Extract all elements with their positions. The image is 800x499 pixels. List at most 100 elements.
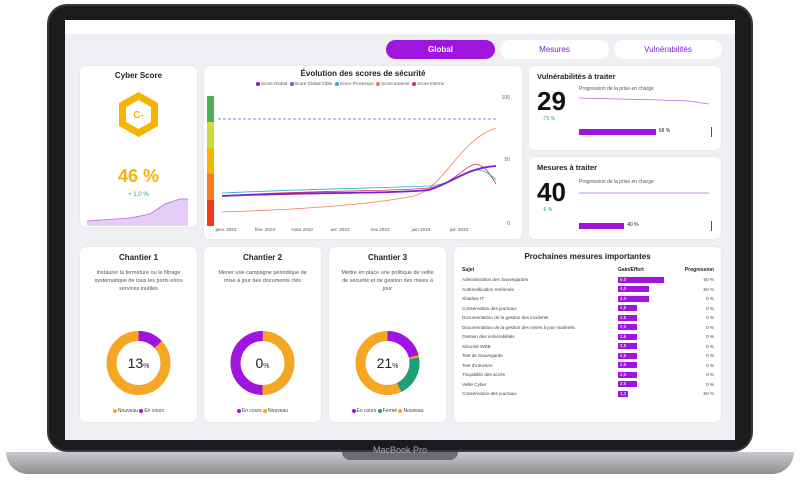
prochaines-mesures-title: Prochaines mesures importantes bbox=[524, 252, 651, 261]
chantier-3-legend: En cours Fermé Nouveau bbox=[329, 408, 446, 414]
chantier-1-legend: Nouveau En cours bbox=[80, 408, 197, 414]
row-subject: Traçabilité des accès bbox=[462, 372, 505, 378]
chantier-2-donut: 0% bbox=[230, 331, 295, 395]
gain-bar: 6,0 bbox=[618, 276, 664, 283]
row-gain: 2,5 bbox=[618, 380, 672, 390]
series-score-processus bbox=[221, 169, 497, 194]
x-tick: juil. 2023 bbox=[449, 227, 469, 232]
gain-bar: 2,5 bbox=[618, 362, 638, 369]
table-row[interactable]: Test d'intrusion 2,5 0 % bbox=[462, 361, 714, 371]
table-row[interactable]: Conservation des journaux 2,5 0 % bbox=[462, 304, 714, 314]
gain-bar: 2,5 bbox=[618, 343, 638, 350]
row-gain: 2,5 bbox=[618, 370, 672, 380]
table-row[interactable]: Authentification renforcée 4,0 50 % bbox=[462, 285, 714, 295]
evolution-card: Évolution des scores de sécurité Score G… bbox=[204, 66, 522, 239]
row-gain: 2,5 bbox=[618, 351, 672, 361]
chantier-2-percent: 0% bbox=[255, 355, 269, 371]
row-gain: 2,5 bbox=[618, 323, 672, 333]
vulnerabilities-title: Vulnérabilités à traiter bbox=[537, 72, 616, 81]
vulnerabilities-sparkline bbox=[579, 97, 710, 105]
row-progression: 50 % bbox=[703, 286, 714, 292]
mesures-progress-bar: 40 % bbox=[579, 221, 712, 231]
tab-vulnerabilites[interactable]: Vulnérabilités bbox=[614, 40, 722, 59]
row-progression: 0 % bbox=[706, 362, 714, 368]
legend-item: Score Processus bbox=[334, 81, 374, 86]
row-progression: 0 % bbox=[706, 296, 714, 302]
prochaines-mesures-table: Sujet Gain/Effort Progression Administra… bbox=[462, 265, 714, 399]
evolution-chart: 100 50 0 janv. 2023 févr. 2023 mars 2023… bbox=[207, 95, 511, 232]
row-gain: 2,5 bbox=[618, 313, 672, 323]
gain-bar: 2,5 bbox=[618, 324, 638, 331]
header-gain[interactable]: Gain/Effort bbox=[618, 267, 644, 273]
table-row[interactable]: Veille Cyber 2,5 0 % bbox=[462, 380, 714, 390]
prochaines-mesures-card: Prochaines mesures importantes Sujet Gai… bbox=[454, 247, 721, 422]
y-tick: 100 bbox=[502, 95, 511, 101]
scale-band-green bbox=[207, 96, 214, 122]
mesures-title: Mesures à traiter bbox=[537, 163, 598, 172]
mesures-progress-text: 40 % bbox=[627, 222, 639, 228]
row-subject: Conservation des journaux bbox=[462, 305, 517, 311]
row-progression: 0 % bbox=[706, 305, 714, 311]
table-row[interactable]: Traçabilité des accès 2,5 0 % bbox=[462, 370, 714, 380]
row-gain: 2,5 bbox=[618, 361, 672, 371]
row-gain: 4,0 bbox=[618, 294, 672, 304]
row-progression: 0 % bbox=[706, 343, 714, 349]
cyber-score-title: Cyber Score bbox=[114, 71, 163, 80]
vulnerabilities-progress-bar: 68 % bbox=[579, 127, 712, 137]
gain-bar: 2,5 bbox=[618, 305, 638, 312]
table-row[interactable]: Conservation des journaux 1,3 50 % bbox=[462, 389, 714, 399]
scale-band-orange bbox=[207, 174, 214, 200]
chantier-3-card: Chantier 3 Mettre en place une politique… bbox=[329, 247, 446, 422]
vulnerabilities-progress-text: 68 % bbox=[658, 128, 671, 134]
row-progression: 0 % bbox=[706, 353, 714, 359]
row-gain: 2,5 bbox=[618, 304, 672, 314]
vulnerabilities-delta: -75 % bbox=[542, 116, 556, 122]
vulnerabilities-target-marker bbox=[711, 127, 712, 137]
row-subject: Gestion des vulnérabilités bbox=[462, 334, 515, 340]
row-subject: Administration des Sauvegardes bbox=[462, 277, 529, 283]
row-gain: 4,0 bbox=[618, 285, 672, 295]
top-strip bbox=[65, 20, 735, 34]
mesures-delta: -6 % bbox=[542, 207, 553, 213]
row-progression: 0 % bbox=[706, 381, 714, 387]
header-subject[interactable]: Sujet bbox=[462, 267, 475, 273]
legend-item: Score Global Cible bbox=[289, 81, 332, 86]
evolution-legend: Score Global Score Global Cible Score Pr… bbox=[256, 81, 444, 86]
gain-bar: 2,5 bbox=[618, 381, 638, 388]
mesures-value: 40 bbox=[537, 177, 566, 207]
table-row[interactable]: Sécurité WEB 2,5 0 % bbox=[462, 342, 714, 352]
row-progression: 0 % bbox=[706, 315, 714, 321]
cyber-score-sparkline bbox=[86, 198, 188, 222]
tab-mesures[interactable]: Mesures bbox=[500, 40, 609, 59]
evolution-title: Évolution des scores de sécurité bbox=[300, 69, 426, 78]
header-progression[interactable]: Progression bbox=[684, 267, 714, 273]
donut-arc bbox=[106, 331, 171, 395]
laptop-brand: MacBook Pro bbox=[372, 445, 428, 455]
x-tick: janv. 2023 bbox=[215, 227, 237, 232]
series-score-externe bbox=[221, 127, 497, 213]
mesures-progress-label: Progression de la prise en charge bbox=[579, 179, 654, 185]
table-row[interactable]: Test de Sauvegarde 2,5 0 % bbox=[462, 351, 714, 361]
laptop-notch bbox=[342, 452, 458, 460]
mesures-progress-fill bbox=[579, 223, 625, 229]
x-tick: mai 2023 bbox=[371, 227, 390, 232]
table-row[interactable]: Gestion des vulnérabilités 2,5 0 % bbox=[462, 332, 714, 342]
scale-band-red bbox=[207, 200, 214, 226]
chantier-3-title: Chantier 3 bbox=[367, 253, 408, 262]
chantier-1-desc: Instaurer la fermeture ou le filtrage sy… bbox=[94, 270, 183, 292]
tab-global[interactable]: Global bbox=[386, 40, 495, 59]
table-row[interactable]: Administration des Sauvegardes 6,0 50 % bbox=[462, 275, 714, 285]
row-subject: Test d'intrusion bbox=[462, 362, 493, 368]
mesures-target-marker bbox=[711, 221, 712, 231]
gain-bar: 2,5 bbox=[618, 333, 638, 340]
table-row[interactable]: Documentation de la gestion des incident… bbox=[462, 313, 714, 323]
cyber-score-sparkline-area bbox=[87, 199, 188, 226]
scale-band-lime bbox=[207, 122, 214, 148]
donut-arc-en-cours bbox=[230, 331, 295, 395]
mesures-sparkline bbox=[579, 192, 709, 194]
vulnerabilities-progress-label: Progression de la prise en charge bbox=[579, 86, 654, 92]
row-progression: 0 % bbox=[706, 372, 714, 378]
table-row[interactable]: Documentation de la gestion des mises à … bbox=[462, 323, 714, 333]
table-row[interactable]: Shadow IT 4,0 0 % bbox=[462, 294, 714, 304]
